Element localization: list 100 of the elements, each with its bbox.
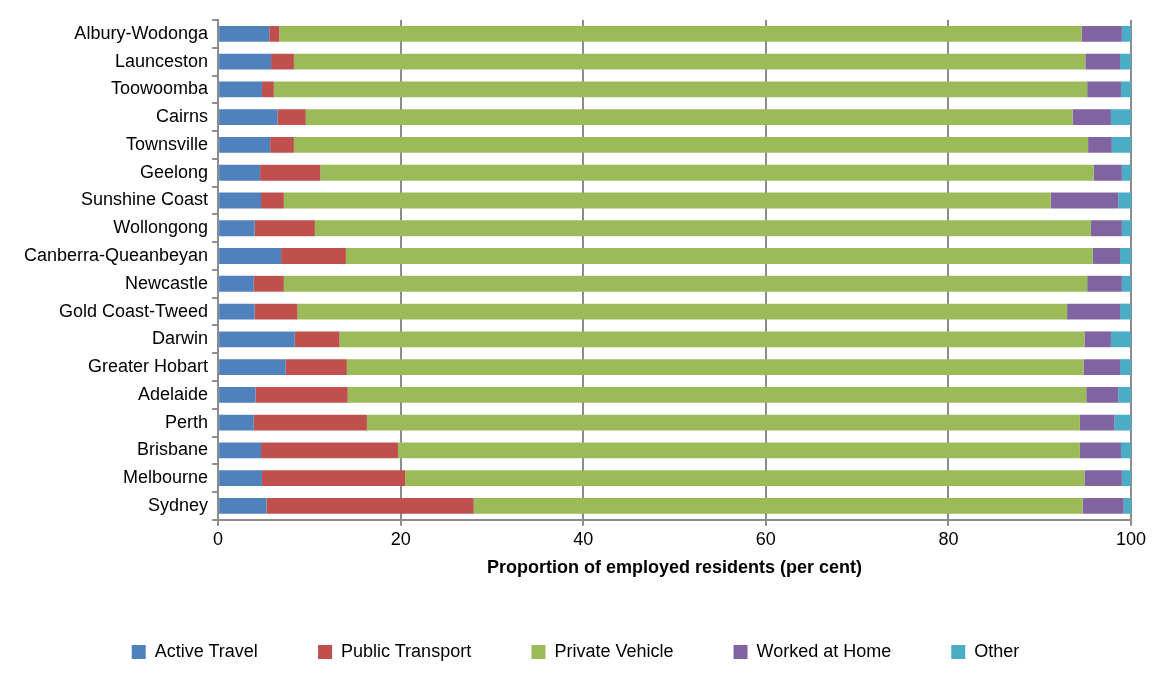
x-axis-title: Proportion of employed residents (per cent) (487, 557, 863, 578)
bar (219, 164, 261, 181)
bar (305, 109, 1073, 126)
bar (1092, 248, 1121, 264)
bar (1067, 303, 1121, 320)
bar (260, 164, 321, 181)
bar (219, 498, 267, 514)
bar (1082, 498, 1124, 514)
bar (314, 220, 1091, 237)
bar (1120, 81, 1131, 98)
bar (1110, 109, 1131, 126)
y-tick-label: Adelaide (138, 383, 209, 404)
y-tick-label: Albury-Wodonga (74, 22, 210, 43)
y-tick-label: Newcastle (125, 272, 209, 293)
bar (293, 137, 1089, 153)
bar (1079, 414, 1115, 431)
bar (1118, 192, 1131, 209)
bar (219, 303, 255, 320)
bar (271, 53, 294, 70)
bar (473, 498, 1083, 514)
bar (1050, 192, 1119, 209)
bar (1121, 164, 1131, 181)
bar (255, 386, 348, 403)
bar (219, 359, 286, 375)
bar (269, 25, 280, 42)
bar (320, 164, 1094, 181)
x-tick-label: 100 (1115, 528, 1147, 549)
bar (345, 248, 1093, 264)
y-tick-label: Perth (165, 411, 209, 432)
bar (261, 470, 406, 487)
y-tick-label: Darwin (152, 328, 209, 349)
y-tick-label: Geelong (140, 161, 209, 182)
bar (261, 442, 398, 459)
bar (219, 137, 271, 153)
bar (339, 331, 1085, 348)
bar (283, 192, 1051, 209)
bar (1123, 498, 1131, 514)
y-tick-label: Sunshine Coast (81, 189, 209, 210)
bar (1086, 386, 1119, 403)
bar (1114, 414, 1131, 431)
bar (1121, 275, 1131, 292)
bar (1121, 220, 1131, 237)
bar (1084, 470, 1122, 487)
bar (1090, 220, 1122, 237)
bar (1081, 25, 1122, 42)
y-tick-label: Townsville (126, 133, 209, 154)
bar (346, 359, 1084, 375)
bar (219, 248, 282, 264)
bar (219, 81, 262, 98)
legend-label: Active Travel (154, 640, 258, 661)
bar (1120, 53, 1131, 70)
y-tick-label: Sydney (148, 494, 209, 515)
bar (1121, 25, 1131, 42)
y-tick-label: Brisbane (137, 439, 209, 460)
bar (219, 414, 254, 431)
bar (293, 53, 1086, 70)
bar (219, 192, 262, 209)
bar (277, 109, 306, 126)
bar (1083, 359, 1121, 375)
bar (294, 331, 340, 348)
bar (254, 303, 298, 320)
bar (279, 25, 1082, 42)
bar (219, 53, 272, 70)
x-tick-label: 60 (755, 528, 776, 549)
y-tick-label: Wollongong (113, 217, 209, 238)
bar (297, 303, 1068, 320)
bar (1120, 303, 1131, 320)
bar (1084, 331, 1111, 348)
legend-label: Worked at Home (756, 640, 892, 661)
y-tick-label: Canberra-Queanbeyan (24, 244, 209, 265)
legend-label: Private Vehicle (554, 640, 674, 661)
bar (397, 442, 1080, 459)
bar (261, 192, 284, 209)
bar (219, 470, 262, 487)
legend-label: Public Transport (341, 640, 472, 661)
bar (281, 248, 346, 264)
bar (270, 137, 294, 153)
y-tick-label: Toowoomba (111, 78, 210, 99)
y-tick-label: Greater Hobart (88, 356, 209, 377)
bar (1120, 442, 1131, 459)
bar (273, 81, 1088, 98)
bar (1072, 109, 1111, 126)
bar (219, 109, 278, 126)
bar (253, 275, 284, 292)
bar (253, 414, 367, 431)
bar (1087, 275, 1122, 292)
x-tick-label: 80 (938, 528, 959, 549)
bar (1088, 137, 1112, 153)
bar (1110, 331, 1131, 348)
bar (1087, 81, 1121, 98)
bar (254, 220, 315, 237)
bar (1120, 248, 1131, 264)
bar (219, 275, 254, 292)
bar (1121, 470, 1131, 487)
bar (366, 414, 1080, 431)
bar (283, 275, 1088, 292)
bar (347, 386, 1087, 403)
y-tick-label: Cairns (156, 106, 209, 127)
bar (285, 359, 347, 375)
x-tick-label: 40 (573, 528, 594, 549)
